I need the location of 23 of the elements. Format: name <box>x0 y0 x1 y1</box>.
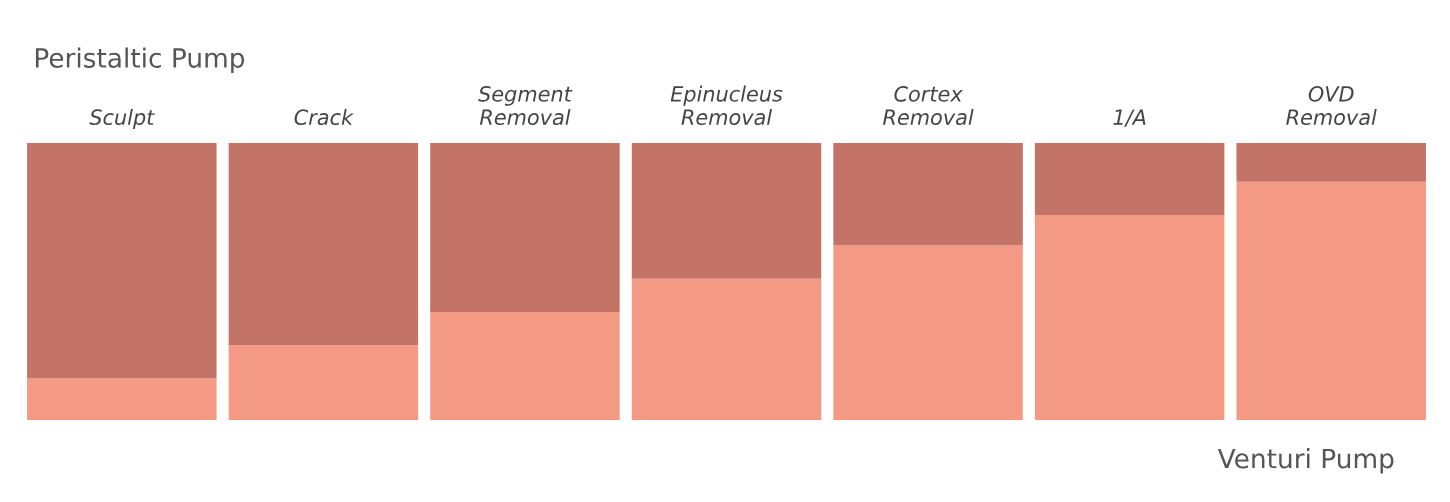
x-tick-label: Cortex Removal <box>883 85 974 126</box>
bar <box>631 143 822 279</box>
bar <box>228 143 419 346</box>
x-tick-label: Crack <box>294 108 354 126</box>
x-tick-label: Segment Removal <box>478 85 573 126</box>
bar <box>833 245 1023 420</box>
bar <box>833 143 1023 246</box>
x-tick-label: Epinucleus Removal <box>670 85 783 126</box>
x-tick-label: 1/A <box>1113 109 1146 127</box>
bar <box>1034 143 1225 216</box>
x-tick-label: Sculpt <box>89 108 155 130</box>
bar <box>430 311 620 420</box>
bar <box>1034 215 1225 420</box>
series-label: Venturi Pump <box>1217 448 1394 474</box>
bar <box>631 278 822 420</box>
bar <box>27 378 217 420</box>
text: Peristaltic Pump <box>35 47 245 74</box>
bar <box>1236 181 1426 420</box>
x-tick-label: OVD Removal <box>1286 85 1377 126</box>
bar <box>1236 143 1426 182</box>
bar <box>228 345 419 420</box>
bar <box>430 143 620 312</box>
bar <box>27 143 217 379</box>
